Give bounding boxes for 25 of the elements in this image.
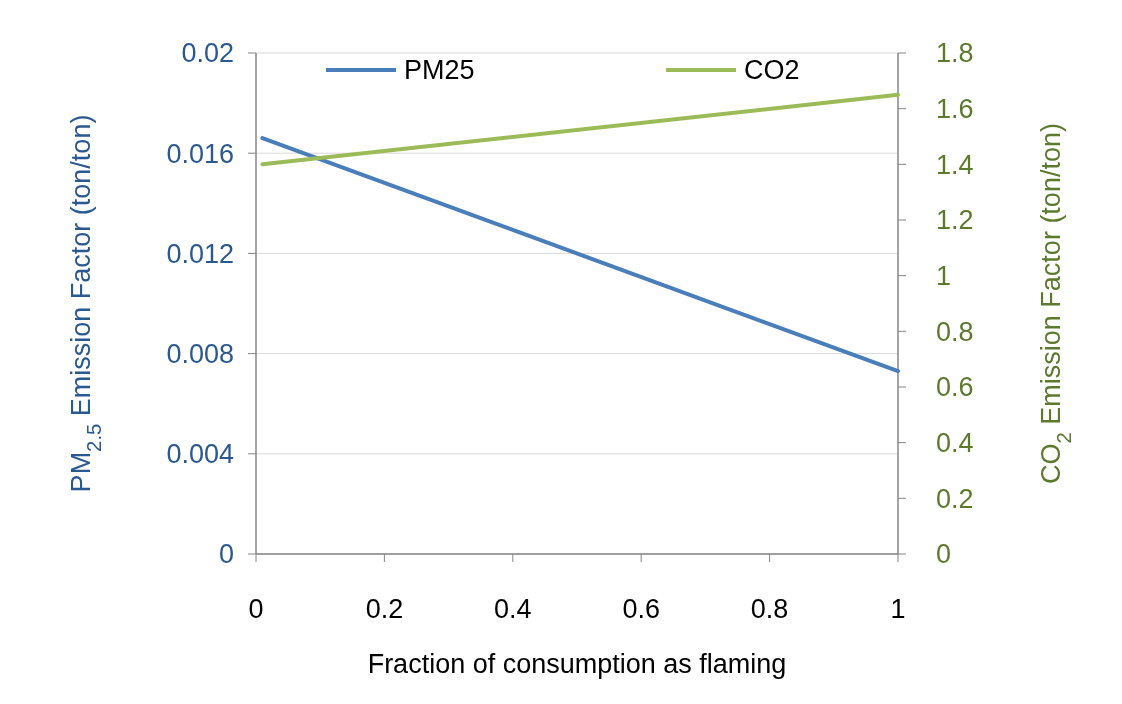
y2-tick-label: 1.4 [936, 149, 974, 180]
y2-tick-label: 1.6 [936, 94, 974, 125]
y2-tick-label: 0.8 [936, 316, 974, 347]
y-tick-label: 0.012 [166, 238, 234, 269]
y-tick-label: 0.004 [166, 439, 234, 470]
x-tick-label: 0 [248, 594, 264, 624]
x-tick-label: 0.6 [622, 594, 660, 624]
y2-tick-label: 1.8 [936, 38, 974, 69]
y-tick-label: 0 [218, 539, 234, 570]
y2-tick-label: 0.6 [936, 372, 974, 403]
x-axis-title: Fraction of consumption as flaming [367, 649, 787, 679]
legend-label: PM25 [404, 55, 475, 86]
y-tick-label: 0.008 [166, 339, 234, 370]
y-tick-label: 0.02 [181, 38, 234, 69]
y2-tick-label: 1.2 [936, 205, 974, 236]
legend-label: CO2 [744, 55, 800, 86]
x-tick-label: 0.4 [494, 594, 532, 624]
x-tick-label: 1 [890, 594, 906, 624]
y2-tick-label: 0.4 [936, 428, 974, 459]
x-tick-label: 0.2 [365, 594, 404, 624]
x-tick-label: 0.8 [750, 594, 789, 624]
y-tick-label: 0.016 [166, 138, 234, 169]
y2-tick-label: 1 [936, 261, 952, 292]
y2-tick-label: 0 [936, 539, 952, 570]
y2-tick-label: 0.2 [936, 483, 974, 514]
